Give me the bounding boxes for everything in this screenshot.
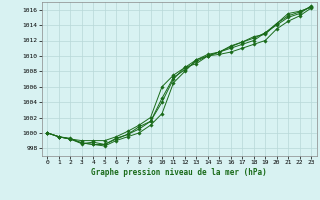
X-axis label: Graphe pression niveau de la mer (hPa): Graphe pression niveau de la mer (hPa) (91, 168, 267, 177)
